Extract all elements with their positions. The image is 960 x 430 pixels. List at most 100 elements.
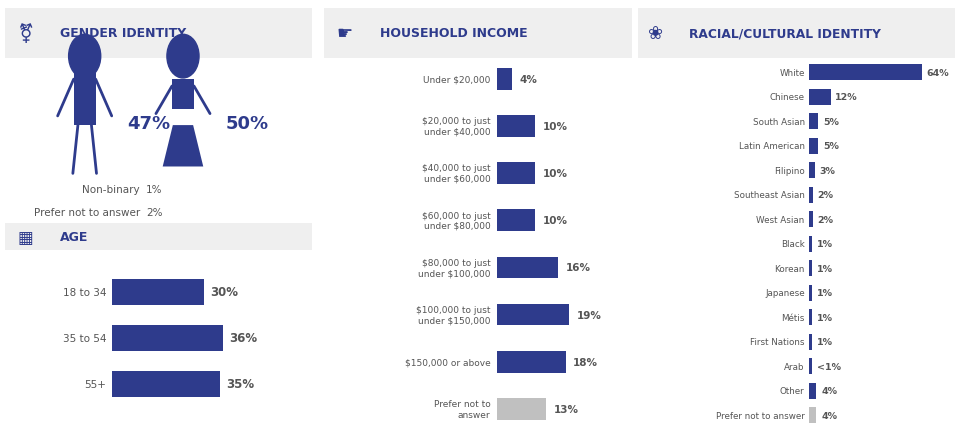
FancyBboxPatch shape	[5, 9, 312, 58]
Text: 4%: 4%	[821, 386, 837, 395]
Bar	[809, 65, 922, 81]
Text: Japanese: Japanese	[765, 289, 804, 298]
FancyBboxPatch shape	[638, 9, 955, 58]
Text: 10%: 10%	[542, 216, 567, 226]
Circle shape	[167, 35, 199, 79]
Bar	[809, 285, 812, 301]
Text: South Asian: South Asian	[753, 118, 804, 126]
Text: 19%: 19%	[577, 310, 602, 320]
Text: $100,000 to just
under $150,000: $100,000 to just under $150,000	[416, 305, 491, 325]
Text: Other: Other	[780, 386, 804, 395]
Text: 35%: 35%	[226, 378, 254, 390]
Text: Black: Black	[781, 240, 804, 249]
Text: 1%: 1%	[817, 240, 832, 249]
Text: 10%: 10%	[542, 122, 567, 132]
Bar	[809, 90, 830, 106]
Bar	[112, 280, 204, 305]
Text: $150,000 or above: $150,000 or above	[404, 357, 491, 366]
Text: 1%: 1%	[146, 185, 162, 195]
Bar	[809, 212, 813, 228]
Text: ▦: ▦	[17, 228, 33, 246]
Text: 5%: 5%	[823, 142, 839, 151]
Bar	[809, 138, 818, 154]
Text: 1%: 1%	[817, 313, 832, 322]
Text: 2%: 2%	[818, 215, 833, 224]
Text: 30%: 30%	[210, 286, 239, 299]
Bar	[496, 398, 546, 420]
Text: $40,000 to just
under $60,000: $40,000 to just under $60,000	[421, 164, 491, 183]
Text: Prefer not to answer: Prefer not to answer	[34, 208, 140, 218]
Bar	[809, 383, 817, 399]
Bar	[809, 163, 815, 179]
Text: West Asian: West Asian	[756, 215, 804, 224]
Text: First Nations: First Nations	[750, 338, 804, 347]
Bar	[496, 116, 535, 138]
Text: 35 to 54: 35 to 54	[62, 333, 107, 343]
Text: Non-binary: Non-binary	[83, 185, 140, 195]
Text: Under $20,000: Under $20,000	[423, 75, 491, 84]
Bar	[809, 407, 817, 423]
Bar	[809, 237, 812, 252]
Text: 55+: 55+	[84, 379, 107, 389]
Text: Filipino: Filipino	[774, 166, 804, 175]
Text: 36%: 36%	[229, 332, 257, 344]
Bar	[496, 304, 569, 326]
Text: Prefer not to answer: Prefer not to answer	[716, 411, 804, 420]
FancyBboxPatch shape	[5, 224, 312, 251]
Bar	[496, 351, 565, 373]
Bar	[172, 80, 194, 110]
Text: RACIAL/CULTURAL IDENTITY: RACIAL/CULTURAL IDENTITY	[689, 27, 881, 40]
Text: Korean: Korean	[775, 264, 804, 273]
Text: 10%: 10%	[542, 169, 567, 178]
Bar	[112, 371, 220, 397]
Text: 64%: 64%	[926, 69, 949, 78]
Text: ⚧: ⚧	[17, 24, 34, 43]
Text: 4%: 4%	[821, 411, 837, 420]
Circle shape	[68, 35, 101, 79]
Text: 1%: 1%	[817, 338, 832, 347]
FancyBboxPatch shape	[324, 9, 632, 58]
Text: 4%: 4%	[519, 74, 538, 85]
Text: 18%: 18%	[573, 357, 598, 367]
Text: 18 to 34: 18 to 34	[62, 287, 107, 297]
Bar	[809, 114, 818, 130]
Text: ❀: ❀	[648, 25, 663, 43]
Bar	[496, 257, 558, 279]
Text: ☛: ☛	[337, 25, 353, 43]
Text: 50%: 50%	[226, 114, 269, 132]
Text: 47%: 47%	[128, 114, 171, 132]
Bar	[112, 325, 223, 351]
Text: 2%: 2%	[818, 191, 833, 200]
Bar	[809, 359, 812, 375]
Text: Southeast Asian: Southeast Asian	[733, 191, 804, 200]
Text: GENDER IDENTITY: GENDER IDENTITY	[60, 27, 186, 40]
Polygon shape	[162, 126, 204, 167]
Text: Prefer not to
answer: Prefer not to answer	[434, 399, 491, 419]
Text: 12%: 12%	[835, 93, 858, 102]
Text: $60,000 to just
under $80,000: $60,000 to just under $80,000	[421, 211, 491, 230]
Text: $80,000 to just
under $100,000: $80,000 to just under $100,000	[418, 258, 491, 277]
Text: Latin American: Latin American	[739, 142, 804, 151]
Text: 13%: 13%	[554, 404, 579, 414]
Text: 1%: 1%	[817, 264, 832, 273]
Bar	[496, 69, 512, 90]
Text: <1%: <1%	[817, 362, 841, 371]
Bar	[809, 187, 813, 203]
Text: 5%: 5%	[823, 118, 839, 126]
Text: 3%: 3%	[820, 166, 835, 175]
Text: Chinese: Chinese	[770, 93, 804, 102]
Bar	[809, 334, 812, 350]
Bar	[809, 310, 812, 326]
Text: 1%: 1%	[817, 289, 832, 298]
Text: $20,000 to just
under $40,000: $20,000 to just under $40,000	[421, 117, 491, 136]
Bar	[74, 66, 96, 126]
Text: White: White	[780, 69, 804, 78]
Bar	[496, 210, 535, 232]
Bar	[496, 163, 535, 184]
Text: Arab: Arab	[784, 362, 804, 371]
Text: 2%: 2%	[146, 208, 162, 218]
Text: 16%: 16%	[565, 263, 590, 273]
Text: HOUSEHOLD INCOME: HOUSEHOLD INCOME	[380, 27, 527, 40]
Text: AGE: AGE	[60, 230, 88, 243]
Text: Métis: Métis	[781, 313, 804, 322]
